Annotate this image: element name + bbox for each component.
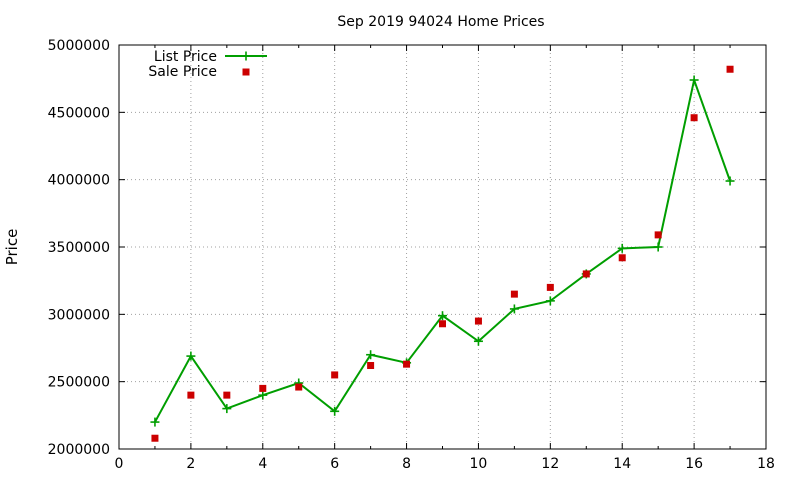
series-line — [154, 76, 731, 423]
data-point — [618, 254, 626, 262]
chart-title: Sep 2019 94024 Home Prices — [337, 14, 544, 30]
data-point — [509, 304, 519, 314]
data-point — [726, 65, 734, 73]
series-sale-price — [151, 65, 734, 442]
grid — [119, 45, 766, 449]
y-tick-label: 2000000 — [48, 442, 110, 458]
data-point — [510, 290, 518, 298]
data-point — [295, 383, 303, 391]
data-point — [150, 417, 160, 427]
data-point — [367, 362, 375, 370]
x-tick-label: 0 — [115, 456, 124, 472]
data-point — [151, 434, 159, 442]
data-point — [582, 270, 590, 278]
legend-marker-sale-price — [242, 68, 250, 76]
data-point — [366, 350, 376, 360]
data-point — [473, 336, 483, 346]
data-point — [403, 360, 411, 368]
x-tick-label: 8 — [402, 456, 411, 472]
data-point — [690, 114, 698, 122]
data-point — [653, 242, 663, 252]
x-tick-label: 6 — [330, 456, 339, 472]
data-point — [259, 384, 267, 392]
legend-marker-list-price — [241, 51, 251, 61]
y-tick-label: 2500000 — [48, 375, 110, 391]
data-point — [223, 391, 231, 399]
x-tick-label: 16 — [685, 456, 703, 472]
data-point — [187, 391, 195, 399]
data-point — [617, 243, 627, 253]
legend-label-sale-price: Sale Price — [148, 64, 217, 80]
y-axis-title: Price — [3, 229, 21, 266]
data-point — [725, 176, 735, 186]
x-tick-label: 4 — [258, 456, 267, 472]
axes: 0 2 4 6 8 10 12 14 16 18 2000000 2500000 3000000 3500… — [48, 38, 775, 472]
series-list-price — [150, 75, 735, 427]
data-point — [438, 311, 447, 321]
data-point — [439, 320, 446, 328]
x-tick-label: 14 — [613, 456, 631, 472]
data-point — [330, 406, 340, 416]
x-tick-label: 2 — [186, 456, 195, 472]
data-point — [474, 317, 482, 325]
y-tick-label: 3500000 — [48, 240, 110, 256]
data-point — [222, 404, 232, 414]
data-point — [545, 296, 555, 306]
x-tick-label: 10 — [470, 456, 488, 472]
data-point — [689, 75, 699, 85]
y-tick-label: 5000000 — [48, 38, 110, 54]
legend-label-list-price: List Price — [154, 49, 217, 65]
x-tick-label: 12 — [541, 456, 559, 472]
y-tick-label: 4000000 — [48, 173, 110, 189]
x-tick-label: 18 — [757, 456, 775, 472]
data-point — [654, 231, 662, 239]
data-point — [331, 371, 339, 379]
plot-frame — [118, 44, 767, 450]
plot-area — [150, 65, 735, 442]
data-point — [546, 283, 554, 291]
data-point — [258, 390, 268, 400]
y-tick-label: 4500000 — [48, 105, 110, 121]
data-point — [186, 351, 196, 361]
y-tick-label: 3000000 — [48, 307, 110, 323]
